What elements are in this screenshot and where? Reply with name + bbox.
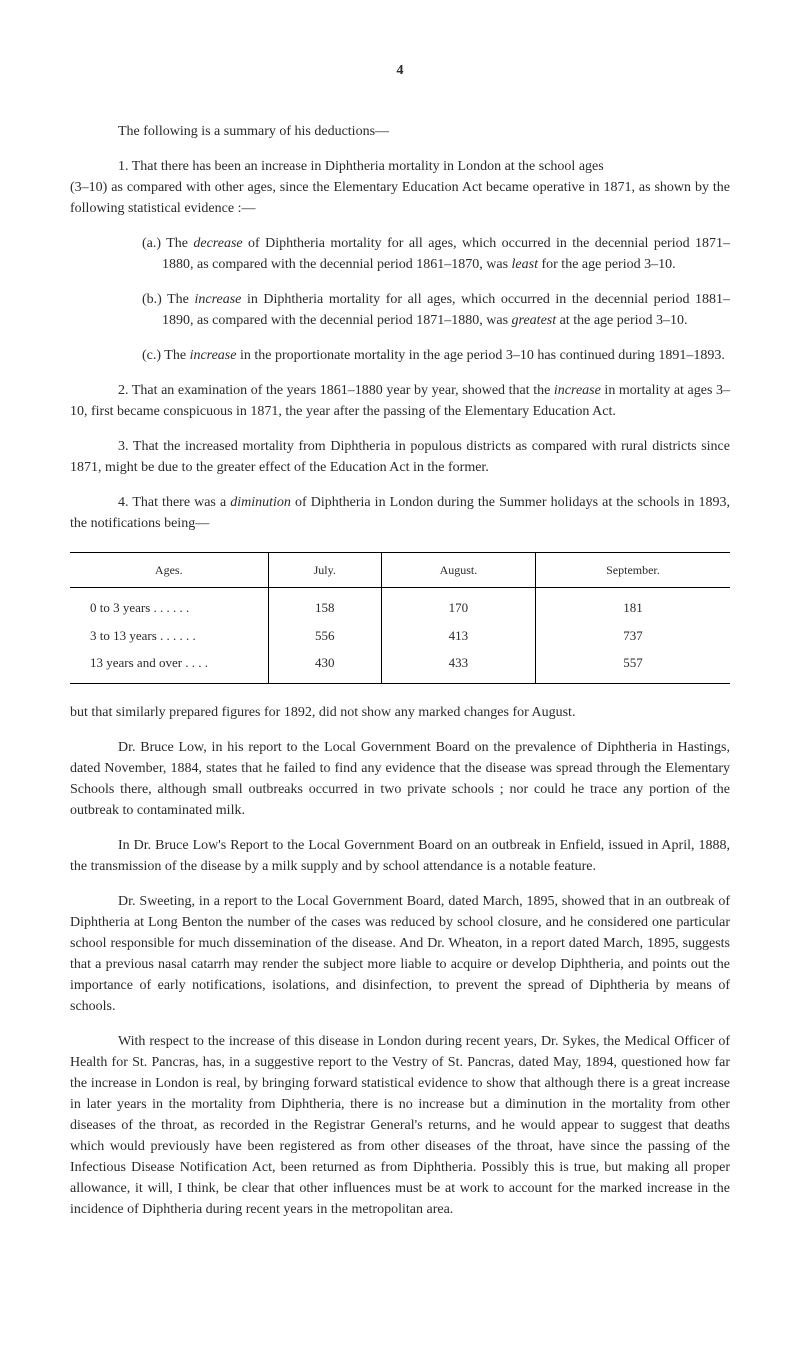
cell-age-0: 0 to 3 years . . . . . .: [70, 588, 268, 622]
para-enfield: In Dr. Bruce Low's Report to the Local G…: [70, 835, 730, 877]
table-header-row: Ages. July. August. September.: [70, 553, 730, 588]
cell-sep-2: 557: [535, 649, 730, 683]
cell-sep-0: 181: [535, 588, 730, 622]
item-3: 3. That the increased mortality from Dip…: [70, 436, 730, 478]
cell-age-2: 13 years and over . . . .: [70, 649, 268, 683]
sub-b-italic2: greatest: [512, 313, 557, 328]
sub-b-italic1: increase: [194, 292, 241, 307]
sub-a-end: for the age period 3–10.: [538, 257, 676, 272]
table-row: 3 to 13 years . . . . . . 556 413 737: [70, 622, 730, 650]
item-2-italic: increase: [554, 383, 601, 398]
sub-b-end: at the age period 3–10.: [556, 313, 687, 328]
sub-item-c: (c.) The increase in the proportionate m…: [142, 345, 730, 366]
cell-jul-2: 430: [268, 649, 381, 683]
sub-a-italic2: least: [512, 257, 538, 272]
item-4-pre: 4. That there was a: [118, 495, 230, 510]
item-4: 4. That there was a diminution of Diphth…: [70, 492, 730, 534]
cell-aug-2: 433: [381, 649, 535, 683]
header-july: July.: [268, 553, 381, 588]
table-row: 13 years and over . . . . 430 433 557: [70, 649, 730, 683]
item-1-rest: (3–10) as compared with other ages, sinc…: [70, 177, 730, 219]
para-after-table: but that similarly prepared figures for …: [70, 702, 730, 723]
intro-text: The following is a summary of his deduct…: [70, 121, 730, 142]
sub-b-pre: (b.) The: [142, 292, 194, 307]
header-september: September.: [535, 553, 730, 588]
cell-jul-1: 556: [268, 622, 381, 650]
item-1-line1: 1. That there has been an increase in Di…: [70, 156, 730, 177]
para-bruce-low: Dr. Bruce Low, in his report to the Loca…: [70, 737, 730, 821]
cell-jul-0: 158: [268, 588, 381, 622]
sub-c-italic1: increase: [190, 348, 237, 363]
item-2-pre: 2. That an examination of the years 1861…: [118, 383, 554, 398]
sub-c-pre: (c.) The: [142, 348, 190, 363]
sub-a-italic1: decrease: [193, 236, 242, 251]
header-ages: Ages.: [70, 553, 268, 588]
sub-item-a: (a.) The decrease of Diphtheria mortalit…: [142, 233, 730, 275]
cell-aug-1: 413: [381, 622, 535, 650]
item-2: 2. That an examination of the years 1861…: [70, 380, 730, 422]
cell-sep-1: 737: [535, 622, 730, 650]
sub-a-pre: (a.) The: [142, 236, 193, 251]
header-august: August.: [381, 553, 535, 588]
para-sykes: With respect to the increase of this dis…: [70, 1031, 730, 1220]
table-row: 0 to 3 years . . . . . . 158 170 181: [70, 588, 730, 622]
sub-c-end: in the proportionate mortality in the ag…: [236, 348, 724, 363]
cell-aug-0: 170: [381, 588, 535, 622]
para-sweeting: Dr. Sweeting, in a report to the Local G…: [70, 891, 730, 1017]
page-number: 4: [70, 60, 730, 81]
item-1: 1. That there has been an increase in Di…: [70, 156, 730, 219]
sub-item-b: (b.) The increase in Diphtheria mortalit…: [142, 289, 730, 331]
notifications-table: Ages. July. August. September. 0 to 3 ye…: [70, 552, 730, 684]
item-4-italic: diminution: [230, 495, 291, 510]
cell-age-1: 3 to 13 years . . . . . .: [70, 622, 268, 650]
